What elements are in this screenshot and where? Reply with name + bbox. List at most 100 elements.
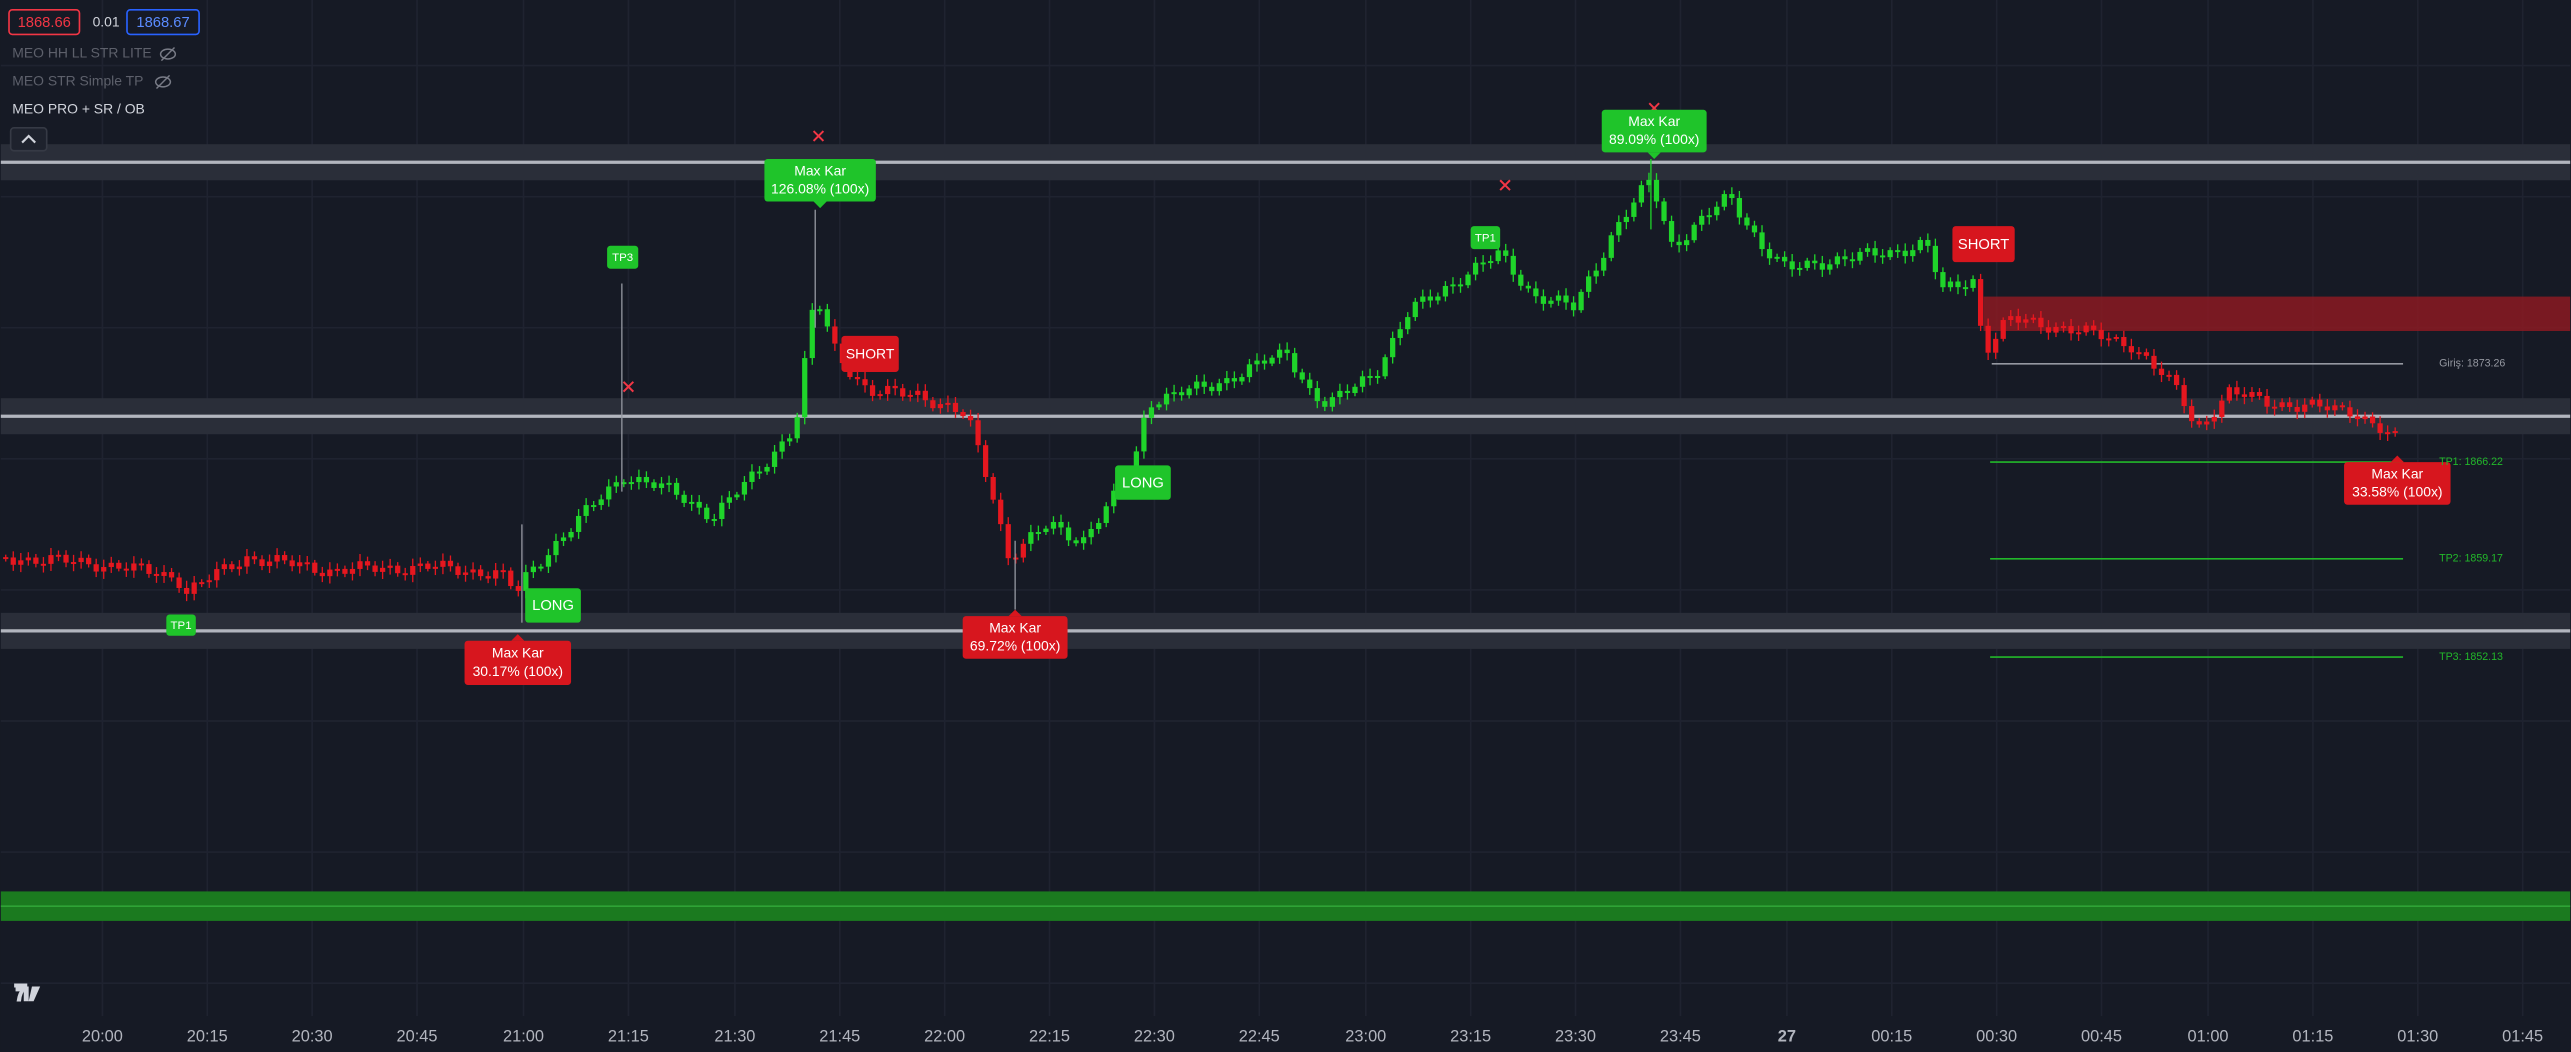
hidden-eye-icon[interactable] [159, 48, 177, 60]
candle-body [153, 573, 160, 576]
candle-body [2189, 406, 2195, 422]
candle-body [1050, 521, 1057, 529]
time-label: 01:45 [2502, 1028, 2543, 1046]
candle-body [1812, 260, 1818, 264]
candle-body [25, 557, 31, 561]
candle-body [493, 570, 499, 579]
candle-body [1827, 264, 1833, 270]
candle-body [1163, 393, 1170, 405]
label-pointer [1647, 152, 1661, 159]
time-label: 01:00 [2188, 1028, 2229, 1046]
label-pointer [813, 201, 827, 209]
candle-body [1013, 557, 1019, 560]
candle-body [606, 486, 612, 500]
candle-body [862, 379, 868, 386]
candle-body [2068, 326, 2074, 334]
candle-body [651, 482, 657, 488]
time-label: 22:45 [1239, 1028, 1280, 1046]
candle-body [1887, 250, 1893, 258]
candle-body [1480, 262, 1486, 265]
hidden-eye-slash [155, 74, 171, 90]
candle-body [1962, 287, 1969, 290]
candle-body [1804, 260, 1810, 268]
candle-body [1540, 296, 1547, 304]
candle-body [1947, 281, 1954, 288]
candle-body [1616, 222, 1622, 236]
candle-body [1209, 386, 1215, 392]
caret-icon [21, 134, 36, 144]
time-label: 20:45 [397, 1028, 438, 1046]
indicator-name[interactable]: MEO PRO + SR / OB [12, 100, 145, 116]
candle-body [967, 416, 974, 421]
hidden-eye-icon[interactable] [154, 76, 172, 88]
candle-body [1766, 249, 1773, 259]
candle-body [410, 565, 416, 575]
candle-body [1661, 201, 1667, 222]
candle-body [1359, 376, 1366, 387]
candle-body [387, 565, 393, 568]
candle-body [1699, 215, 1705, 225]
time-label: 23:30 [1555, 1028, 1596, 1046]
candle-body [515, 586, 521, 591]
candle-body [2302, 404, 2308, 412]
indicator-name[interactable]: MEO HH LL STR LITE [12, 45, 151, 61]
label-text: 126.08% (100x) [771, 180, 869, 196]
candle-body [1736, 198, 1743, 218]
candle-body [1676, 241, 1682, 246]
candle-body [2030, 317, 2036, 320]
candle-body [432, 566, 439, 569]
max-profit-label [764, 158, 876, 202]
indicator-name[interactable]: MEO STR Simple TP [12, 73, 143, 89]
signal-tag-text: TP1 [1475, 232, 1496, 244]
signal-tag-text: LONG [532, 598, 574, 614]
overlay: 20:00 20:15 20:30 20:45 21:00 21:15 21:30 21:45… [8, 9, 2543, 1046]
label-title: Max Kar [2371, 466, 2423, 482]
candle-body [1533, 288, 1539, 297]
candle-body [1729, 194, 1735, 199]
candle-body [1103, 506, 1109, 523]
x-marker [1499, 179, 1511, 191]
candle-body [869, 385, 876, 396]
candle-body [2075, 332, 2082, 335]
candle-body [274, 555, 280, 562]
candle-body [2354, 416, 2361, 420]
signal-tag-text: TP1 [171, 620, 192, 632]
candle-body [2234, 387, 2240, 395]
ask-badge[interactable] [126, 9, 200, 36]
candle-body [598, 499, 604, 506]
candle-body [2113, 337, 2119, 339]
candle-body [184, 587, 190, 594]
candle-body [1872, 248, 1878, 256]
candle-body [2053, 326, 2059, 333]
signal-tag [841, 335, 899, 372]
time-label: 20:00 [82, 1028, 123, 1046]
candle-body [643, 477, 650, 483]
candle-body [1578, 291, 1584, 311]
label-pointer [1008, 609, 1022, 617]
candle-body [33, 557, 39, 564]
collapse-button[interactable] [9, 126, 48, 152]
candle-body [892, 385, 898, 389]
signal-tag-text: SHORT [846, 345, 895, 361]
candle-body [2098, 329, 2104, 340]
candle-body [63, 554, 69, 563]
time-label: 00:30 [1976, 1028, 2017, 1046]
candle-body [689, 501, 695, 504]
candle-body [1646, 179, 1652, 186]
candle-body [1148, 407, 1155, 418]
candle-body [2369, 416, 2376, 424]
candle-body [440, 560, 446, 567]
candle-body [1910, 250, 1916, 257]
candle-body [2332, 405, 2338, 411]
candle-body [455, 566, 461, 575]
candle-body [1955, 281, 1961, 288]
candle-body [176, 577, 182, 588]
x-marker [812, 130, 825, 142]
candle-body [1284, 349, 1290, 354]
candle-body [711, 519, 717, 521]
candle-body [417, 563, 423, 566]
candle-body [1985, 325, 1991, 353]
bid-badge[interactable] [8, 9, 81, 36]
candle-body [1601, 257, 1607, 271]
